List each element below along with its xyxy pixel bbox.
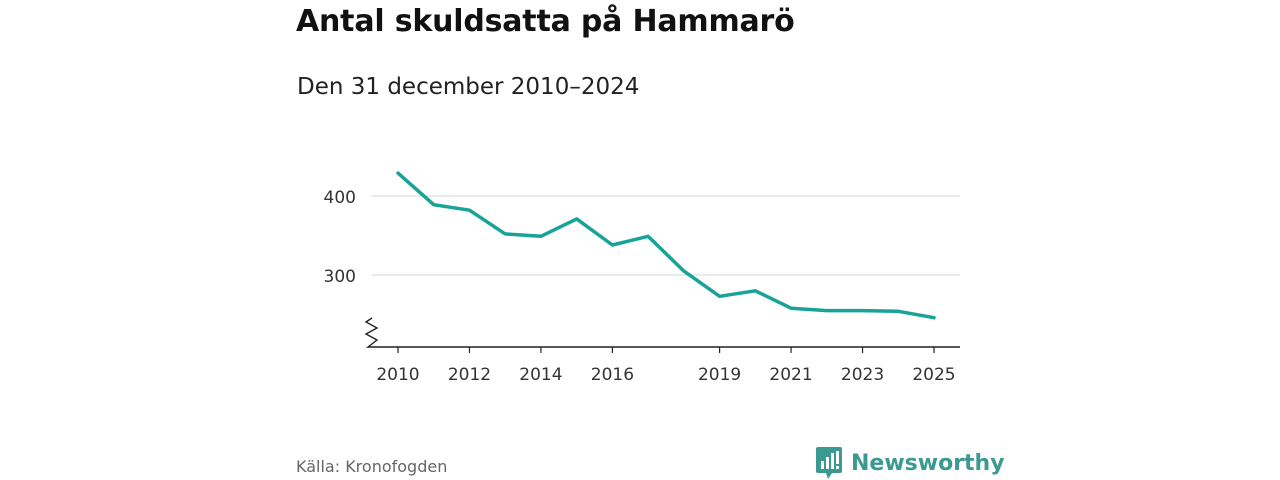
axis-break-icon (364, 317, 379, 348)
series-line (396, 171, 936, 320)
x-tick-label: 2016 (591, 365, 634, 385)
x-tick-label: 2014 (519, 365, 562, 385)
brand-name: Newsworthy (851, 450, 1005, 476)
newsworthy-chart-bubble-icon (816, 447, 842, 479)
source-note: Källa: Kronofogden (296, 457, 448, 476)
x-tick-label: 2010 (376, 365, 419, 385)
chart-title: Antal skuldsatta på Hammarö (296, 4, 795, 39)
y-tick-label: 400 (324, 188, 356, 208)
x-tick-label: 2019 (698, 365, 741, 385)
x-tick-label: 2012 (448, 365, 491, 385)
x-tick-label: 2021 (769, 365, 812, 385)
line-chart: 300 400 2010 2012 2014 2016 2019 2021 2023 2025 (324, 171, 960, 385)
chart-subtitle: Den 31 december 2010–2024 (297, 74, 640, 100)
x-tick-label: 2025 (912, 365, 955, 385)
y-tick-label: 300 (324, 267, 356, 287)
brand-logo: Newsworthy (815, 446, 1005, 480)
x-tick-label: 2023 (841, 365, 884, 385)
